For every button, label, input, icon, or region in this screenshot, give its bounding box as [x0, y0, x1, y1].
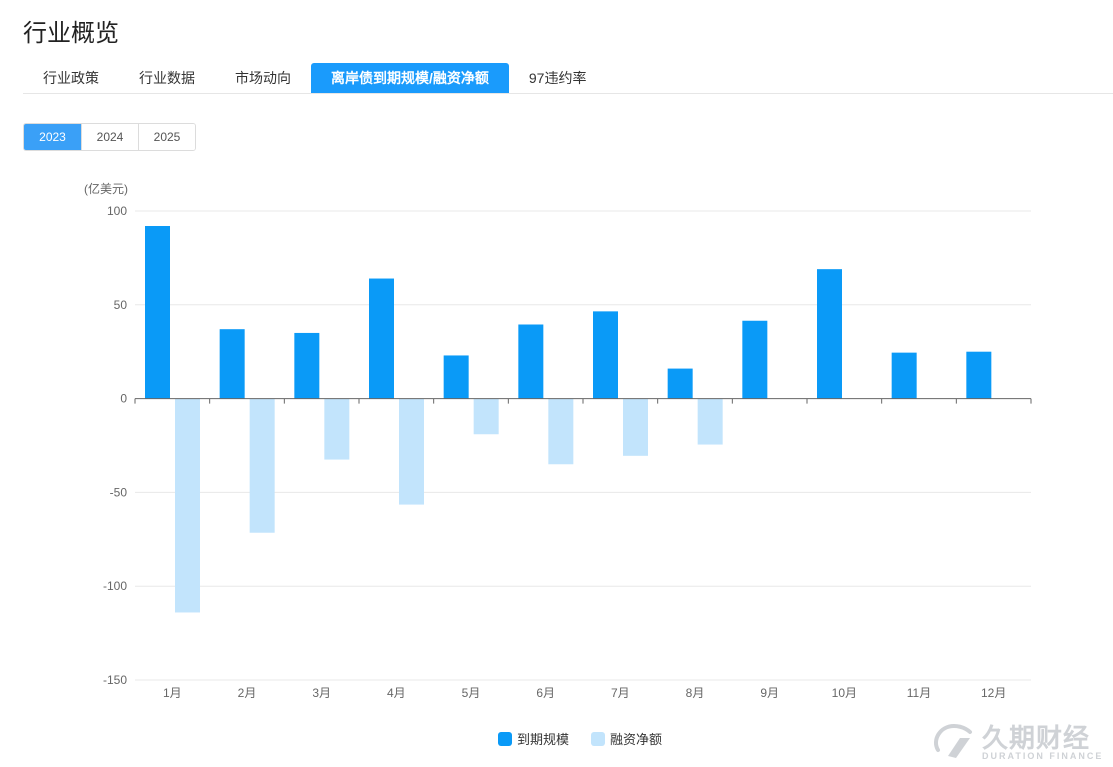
bar-net-financing [697, 398, 723, 445]
legend-label-maturity: 到期规模 [517, 732, 570, 747]
bar-net-financing [175, 398, 200, 613]
bar-net-financing [399, 398, 424, 505]
y-tick-label: -150 [103, 673, 127, 687]
bar-maturity [443, 355, 469, 399]
year-button-2025[interactable]: 2025 [138, 124, 195, 150]
year-button-2023[interactable]: 2023 [24, 124, 81, 150]
watermark-subtext: DURATION FINANCE [982, 751, 1104, 761]
bar-maturity [817, 269, 842, 399]
tab-offshore-bond-maturity[interactable]: 离岸债到期规模/融资净额 [311, 63, 509, 93]
tab-bar: 行业政策 行业数据 市场动向 离岸债到期规模/融资净额 97违约率 [23, 63, 1113, 94]
bar-net-financing [623, 398, 648, 456]
bar-net-financing [324, 398, 350, 460]
x-tick-label: 9月 [760, 686, 779, 700]
tab-default-rate[interactable]: 97违约率 [528, 70, 587, 86]
y-tick-label: -50 [110, 485, 128, 499]
legend-label-net-financing: 融资净额 [610, 732, 663, 747]
bar-maturity [593, 311, 618, 399]
x-tick-label: 10月 [832, 686, 857, 700]
page-title: 行业概览 [23, 20, 119, 47]
x-tick-label: 4月 [387, 686, 406, 700]
bar-maturity [891, 352, 917, 399]
bar-net-financing [548, 398, 574, 465]
legend-item-maturity[interactable]: 到期规模 [498, 729, 569, 748]
legend-swatch-net-financing [591, 731, 606, 746]
bar-maturity [667, 368, 693, 399]
chart-legend: 到期规模 融资净额 [498, 729, 684, 748]
x-tick-label: 5月 [462, 686, 481, 700]
y-tick-label: 0 [120, 392, 127, 406]
x-tick-label: 7月 [611, 686, 630, 700]
bar-maturity [518, 324, 544, 399]
x-tick-label: 8月 [686, 686, 705, 700]
tab-market-trends[interactable]: 市场动向 [235, 70, 291, 86]
y-tick-label: 100 [107, 204, 127, 218]
x-tick-label: 12月 [981, 686, 1006, 700]
legend-item-net-financing[interactable]: 融资净额 [591, 729, 662, 748]
bar-maturity [369, 278, 394, 399]
watermark-logo: 久期财经 DURATION FINANCE [930, 718, 1110, 764]
x-tick-label: 2月 [238, 686, 257, 700]
bar-maturity [219, 329, 245, 399]
bar-maturity [966, 351, 992, 399]
x-tick-label: 1月 [163, 686, 182, 700]
x-tick-label: 11月 [907, 686, 931, 700]
year-button-2024[interactable]: 2024 [81, 124, 138, 150]
duration-finance-logo-icon [934, 723, 972, 758]
y-tick-label: -100 [103, 579, 127, 593]
year-selector: 2023 2024 2025 [23, 123, 196, 151]
bar-maturity [294, 332, 320, 399]
bar-maturity [145, 226, 170, 399]
bar-net-financing [473, 398, 499, 435]
x-tick-label: 6月 [536, 686, 555, 700]
bar-maturity [742, 320, 768, 399]
x-tick-label: 3月 [312, 686, 331, 700]
y-tick-label: 50 [114, 298, 128, 312]
tab-industry-policy[interactable]: 行业政策 [43, 70, 99, 86]
bar-net-financing [249, 398, 275, 533]
watermark-text: 久期财经 [982, 723, 1091, 753]
legend-swatch-maturity [498, 731, 512, 746]
tab-industry-data[interactable]: 行业数据 [139, 70, 195, 86]
y-axis-unit-label: (亿美元) [84, 181, 128, 196]
